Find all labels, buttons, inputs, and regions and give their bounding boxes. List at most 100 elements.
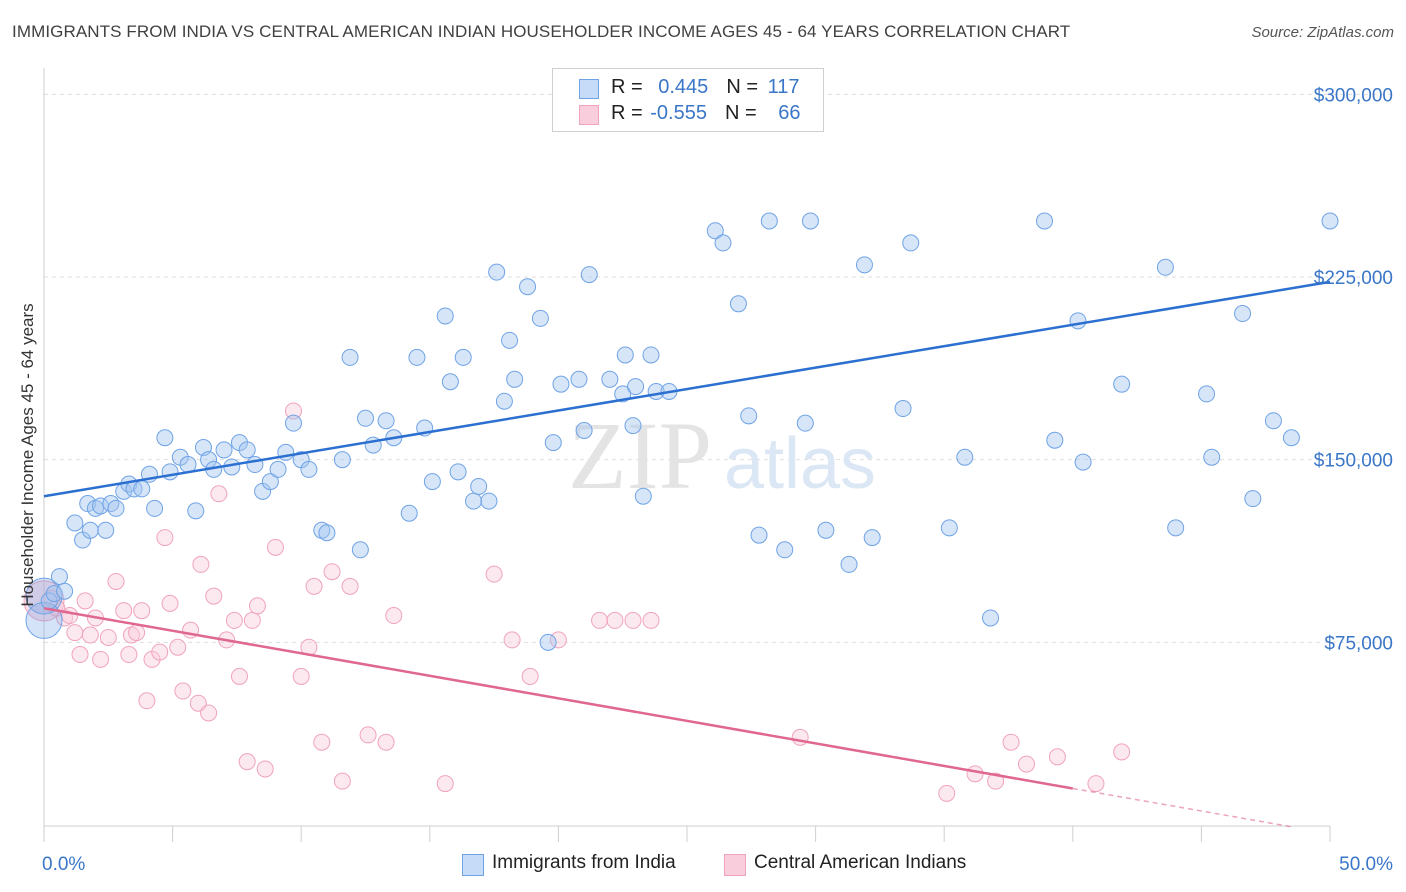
cai-point	[966, 765, 984, 783]
grid-lines	[44, 93, 1395, 643]
cai-point	[1018, 755, 1036, 773]
india-trend-line	[43, 280, 1331, 498]
cai-point	[138, 692, 156, 710]
india-point	[436, 307, 454, 325]
cai-point	[436, 775, 454, 793]
cai-point	[107, 572, 125, 590]
cai-point	[128, 624, 146, 642]
india-point	[1198, 385, 1216, 403]
cai-point	[169, 638, 187, 656]
india-point	[133, 480, 151, 498]
india-point	[740, 407, 758, 425]
india-point	[408, 348, 426, 366]
india-point	[940, 519, 958, 537]
cai-point	[377, 733, 395, 751]
india-point	[706, 222, 724, 240]
cai-point	[243, 611, 261, 629]
x-tick-label-left: 0.0%	[42, 854, 85, 875]
cai-point	[71, 646, 89, 664]
cai-n-label: N =	[724, 102, 763, 124]
india-point	[488, 263, 506, 281]
india-point	[300, 460, 318, 478]
india-point	[81, 521, 99, 539]
india-point	[480, 492, 498, 510]
india-point	[470, 477, 488, 495]
cai-point	[99, 628, 117, 646]
india-point	[495, 392, 513, 410]
india-point	[161, 463, 179, 481]
india-stats: R = 0.445 N = 117	[611, 76, 799, 99]
cai-r-value: -0.555	[650, 102, 707, 124]
india-point	[544, 434, 562, 452]
india-point	[1046, 431, 1064, 449]
cai-r-label: R =	[611, 102, 649, 124]
cai-point	[230, 667, 248, 685]
cai-trend-line	[43, 607, 1074, 790]
india-point	[269, 460, 287, 478]
india-point	[501, 331, 519, 349]
cai-point	[151, 643, 169, 661]
india-point	[284, 414, 302, 432]
source-label: Source: ZipAtlas.com	[1251, 24, 1394, 41]
chart-title: IMMIGRANTS FROM INDIA VS CENTRAL AMERICA…	[12, 22, 1071, 41]
cai-point	[115, 602, 133, 620]
cai-point	[624, 611, 642, 629]
india-point	[441, 373, 459, 391]
india-point	[634, 487, 652, 505]
india-point	[454, 348, 472, 366]
india-point	[1113, 375, 1131, 393]
cai-point	[503, 631, 521, 649]
cai-point	[248, 597, 266, 615]
india-point	[624, 417, 642, 435]
cai-point	[61, 607, 79, 625]
india-point	[902, 234, 920, 252]
cai-point	[485, 565, 503, 583]
cai-point	[66, 624, 84, 642]
india-point	[539, 633, 557, 651]
india-point	[45, 585, 63, 603]
cai-point	[591, 611, 609, 629]
india-point	[341, 348, 359, 366]
cai-point	[1113, 743, 1131, 761]
india-point	[66, 514, 84, 532]
cai-point	[333, 772, 351, 790]
cai-point	[305, 577, 323, 595]
india-point	[863, 529, 881, 547]
watermark-zip: ZIP	[568, 402, 712, 509]
x-tick-label-right: 50.0%	[1339, 854, 1393, 875]
watermark-atlas: atlas	[724, 424, 876, 504]
cai-point	[266, 538, 284, 556]
india-point	[729, 295, 747, 313]
cai-point	[81, 626, 99, 644]
india-point	[50, 568, 68, 586]
india-point	[956, 448, 974, 466]
india-point	[714, 234, 732, 252]
axis-labels: $75,000 $150,000 $225,000 $300,000 0.0% 50.0%…	[18, 85, 1393, 875]
india-point	[642, 346, 660, 364]
india-point	[215, 441, 233, 459]
india-n-label: N =	[726, 76, 764, 98]
y-axis-title: Householder Income Ages 45 - 64 years	[18, 303, 37, 606]
india-point	[465, 492, 483, 510]
cai-point	[156, 529, 174, 547]
india-r-value: 0.445	[658, 76, 709, 98]
india-point	[552, 375, 570, 393]
cai-point	[200, 704, 218, 722]
cai-point	[256, 760, 274, 778]
cai-point	[292, 667, 310, 685]
india-point	[351, 541, 369, 559]
cai-point	[1048, 748, 1066, 766]
india-point	[56, 582, 74, 600]
series-immigrants-from-india	[25, 212, 1339, 651]
cai-point	[606, 611, 624, 629]
bottom-legend-cai-swatch	[724, 854, 746, 876]
india-r-label: R =	[611, 76, 649, 98]
india-point	[840, 555, 858, 573]
india-point	[1036, 212, 1054, 230]
cai-point	[521, 667, 539, 685]
y-tick-label: $75,000	[1324, 633, 1393, 654]
india-n-value: 117	[767, 76, 800, 98]
india-point	[187, 502, 205, 520]
cai-point	[225, 611, 243, 629]
india-point	[238, 441, 256, 459]
